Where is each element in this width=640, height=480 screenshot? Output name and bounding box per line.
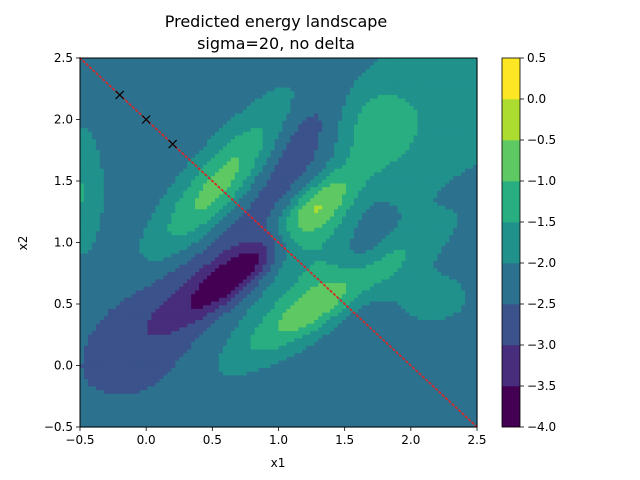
x-axis-label: x1	[271, 456, 286, 470]
x-marker	[115, 90, 125, 100]
x-marker	[168, 139, 178, 149]
colorbar: −4.0 −3.5 −3.0 −2.5 −2.0 −1.5 −1.0 −0.5 0.0 0.5	[501, 51, 556, 434]
colorbar-tick-label: −0.5	[527, 133, 556, 147]
colorbar-band	[502, 222, 520, 264]
x-tick-label: 1.0	[269, 433, 288, 447]
y-tick-label: −0.5	[44, 420, 73, 434]
colorbar-tick-label: −2.0	[527, 256, 556, 270]
contour-fill	[80, 58, 478, 428]
y-tick-label: 0.0	[54, 359, 73, 373]
chart-subtitle: sigma=20, no delta	[197, 34, 355, 53]
colorbar-band	[502, 304, 520, 346]
y-tick-label: 2.5	[54, 51, 73, 65]
x-tick-label: −0.5	[65, 433, 94, 447]
y-tick-label: 2.0	[54, 113, 73, 127]
y-tick-label: 1.5	[54, 174, 73, 188]
colorbar-tick-label: 0.5	[527, 51, 546, 65]
colorbar-tick-label: −2.5	[527, 297, 556, 311]
y-tick-label: 0.5	[54, 297, 73, 311]
colorbar-tick-label: −1.0	[527, 174, 556, 188]
colorbar-tick-label: 0.0	[527, 92, 546, 106]
colorbar-band	[502, 263, 520, 305]
axes-group: −0.5 0.0 0.5 1.0 1.5 2.0 2.5 −0.5 0.0 0.5 1.0 1.5 2.…	[44, 51, 487, 447]
colorbar-band	[502, 99, 520, 141]
colorbar-band	[502, 181, 520, 223]
colorbar-band	[502, 140, 520, 182]
x-marker	[141, 115, 151, 124]
colorbar-frame	[501, 57, 521, 428]
y-tick-label: 1.0	[54, 236, 73, 250]
chart-title: Predicted energy landscape	[165, 12, 388, 31]
colorbar-band	[502, 386, 520, 428]
colorbar-tick-label: −3.5	[527, 379, 556, 393]
x-tick-label: 0.0	[137, 433, 156, 447]
x-tick-label: 2.5	[467, 433, 486, 447]
colorbar-tick-label: −1.5	[527, 215, 556, 229]
x-marker-stroke	[141, 115, 151, 124]
title-group: Predicted energy landscape sigma=20, no …	[165, 12, 388, 53]
x-marker-stroke	[115, 90, 125, 100]
colorbar-tick-label: −4.0	[527, 420, 556, 434]
colorbar-band	[502, 58, 520, 100]
y-axis-label: x2	[16, 236, 30, 251]
x-tick-label: 2.0	[401, 433, 420, 447]
overlay-group	[79, 57, 478, 428]
colorbar-band	[502, 345, 520, 387]
x-marker-stroke	[168, 139, 178, 149]
x-tick-label: 1.5	[335, 433, 354, 447]
colorbar-tick-label: −3.0	[527, 338, 556, 352]
x-tick-label: 0.5	[203, 433, 222, 447]
